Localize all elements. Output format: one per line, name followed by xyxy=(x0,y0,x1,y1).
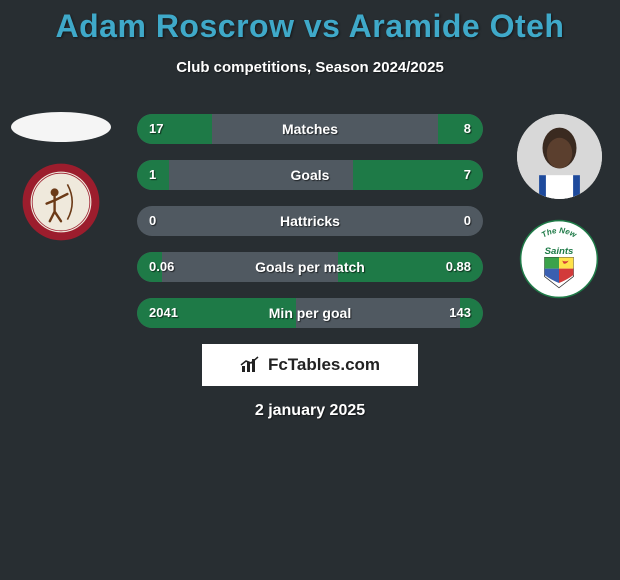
stat-label: Hattricks xyxy=(137,206,483,236)
subtitle: Club competitions, Season 2024/2025 xyxy=(0,59,620,76)
svg-text:Saints: Saints xyxy=(545,246,574,257)
player-left-column xyxy=(6,102,116,242)
player-left-avatar xyxy=(11,112,111,142)
comparison-content: The New Saints 178Matches17Goals00Hattri… xyxy=(0,102,620,420)
stat-right-value: 0 xyxy=(464,206,471,236)
stat-left-value: 0 xyxy=(149,206,156,236)
stat-label: Goals per match xyxy=(137,252,483,282)
stat-bars: 178Matches17Goals00Hattricks0.060.88Goal… xyxy=(137,102,483,328)
stat-label: Matches xyxy=(137,114,483,144)
stat-right-value: 8 xyxy=(464,114,471,144)
stat-row: 0 0Hattricks xyxy=(137,206,483,236)
player-left-club-badge xyxy=(21,162,101,242)
stat-left-value: 0.06 xyxy=(149,252,174,282)
stat-right-value: 7 xyxy=(464,160,471,190)
chart-icon xyxy=(240,356,262,374)
stat-row: 17 8Matches xyxy=(137,114,483,144)
stat-row: 2041 143Min per goal xyxy=(137,298,483,328)
stat-row: 0.06 0.88Goals per match xyxy=(137,252,483,282)
stat-row: 1 7Goals xyxy=(137,160,483,190)
brand-box: FcTables.com xyxy=(202,344,418,386)
player-right-column: The New Saints xyxy=(504,114,614,299)
stat-left-value: 1 xyxy=(149,160,156,190)
stat-left-value: 2041 xyxy=(149,298,178,328)
stat-left-value: 17 xyxy=(149,114,163,144)
stat-right-value: 0.88 xyxy=(446,252,471,282)
stat-right-value: 143 xyxy=(449,298,471,328)
player-right-club-badge: The New Saints xyxy=(519,219,599,299)
page-title: Adam Roscrow vs Aramide Oteh xyxy=(0,0,620,45)
stat-label: Min per goal xyxy=(137,298,483,328)
stat-label: Goals xyxy=(137,160,483,190)
brand-text: FcTables.com xyxy=(268,355,380,375)
player-right-avatar xyxy=(517,114,602,199)
date-text: 2 january 2025 xyxy=(0,402,620,420)
